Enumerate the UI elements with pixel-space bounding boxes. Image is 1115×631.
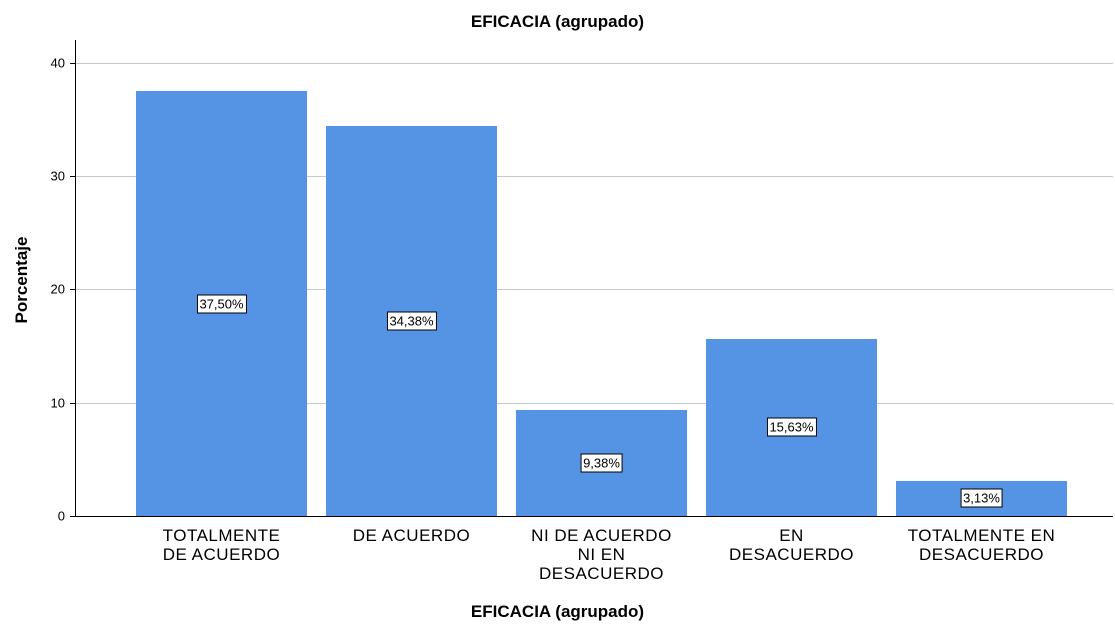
value-label: 34,38% (386, 311, 437, 331)
x-tick-label: TOTALMENTE EN DESACUERDO (907, 526, 1056, 564)
y-tick-label: 10 (50, 395, 65, 411)
x-tick-label: DE ACUERDO (352, 526, 471, 545)
value-label: 9,38% (580, 453, 623, 473)
x-axis (75, 516, 1113, 517)
grid-line (75, 402, 1113, 404)
y-tick-label: 20 (50, 281, 65, 297)
grid-line (75, 176, 1113, 177)
x-tick-label: TOTALMENTE DE ACUERDO (162, 526, 281, 564)
value-label: 37,50% (196, 294, 247, 313)
x-axis-label: EFICACIA (agrupado) (470, 602, 645, 621)
y-axis-label: Porcentaje (12, 236, 31, 324)
chart-title: EFICACIA (agrupado) (470, 12, 645, 31)
grid-line (75, 289, 1113, 291)
y-tick-label: 30 (50, 168, 65, 184)
y-tick-label: 40 (50, 55, 65, 71)
tick-mark (70, 62, 75, 64)
y-axis (75, 40, 76, 516)
tick-mark (70, 516, 75, 517)
tick-mark (70, 176, 75, 177)
value-label: 15,63% (766, 417, 817, 437)
value-label: 3,13% (960, 488, 1003, 508)
x-tick-label: NI DE ACUERDO NI EN DESACUERDO (531, 526, 672, 583)
y-tick-label: 0 (57, 508, 65, 524)
grid-line (75, 62, 1113, 64)
tick-mark (70, 289, 75, 291)
tick-mark (70, 402, 75, 404)
x-tick-label: EN DESACUERDO (729, 526, 854, 564)
